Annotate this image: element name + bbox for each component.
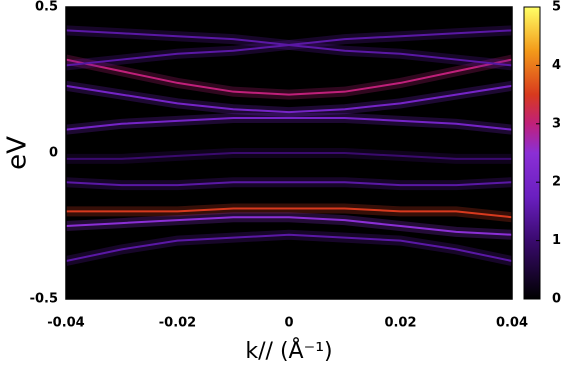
- colorbar-tick-label: 5: [552, 0, 561, 15]
- colorbar-tick-label: 1: [552, 233, 561, 248]
- y-tick-label: -0.5: [30, 292, 58, 307]
- band: [66, 29, 512, 67]
- colorbar-tick-label: 4: [552, 58, 561, 73]
- band: [66, 207, 512, 219]
- band: [66, 152, 512, 160]
- colorbar-tick-label: 3: [552, 116, 561, 131]
- x-tick-label: 0.02: [384, 316, 416, 331]
- colorbar-tick-label: 0: [552, 292, 561, 307]
- colorbar: [523, 6, 541, 300]
- x-tick-label: -0.04: [47, 316, 84, 331]
- band: [66, 233, 512, 263]
- x-tick-label: 0: [284, 316, 293, 331]
- band: [66, 216, 512, 236]
- band: [66, 181, 512, 187]
- band: [66, 116, 512, 131]
- y-axis-label: eV: [3, 136, 33, 170]
- x-axis-label: k// (Å⁻¹): [245, 337, 332, 364]
- x-tick-label: -0.02: [159, 316, 196, 331]
- y-tick-label: 0.5: [35, 0, 58, 15]
- band: [66, 58, 512, 96]
- x-tick-label: 0.04: [496, 316, 528, 331]
- y-tick-label: 0: [49, 146, 58, 161]
- colorbar-tick-label: 2: [552, 175, 561, 190]
- band: [66, 84, 512, 114]
